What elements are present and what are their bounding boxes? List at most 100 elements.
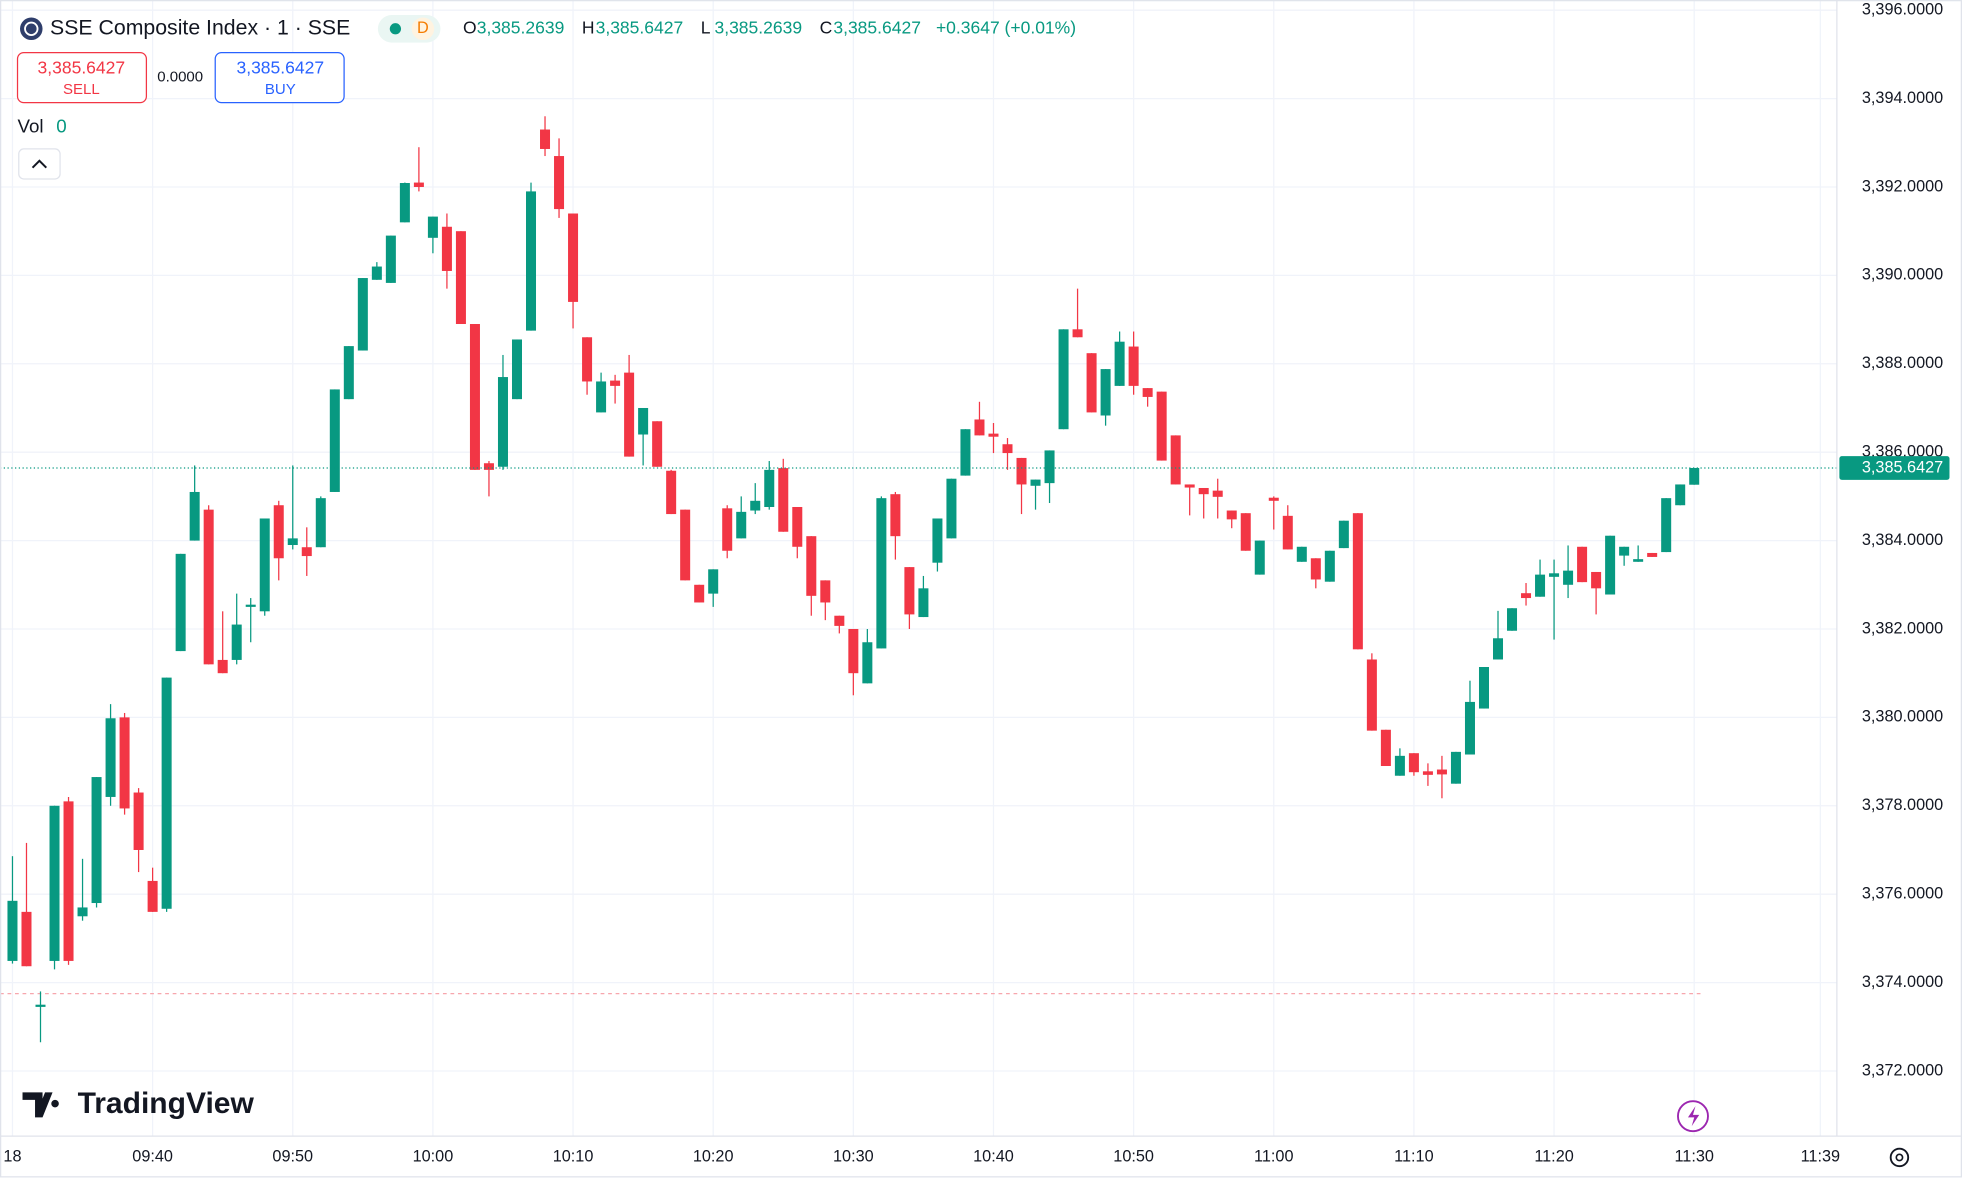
buy-button[interactable]	[214, 51, 345, 104]
candle-body	[792, 506, 803, 547]
x-tick-label: 10:00	[413, 1148, 454, 1166]
candle-body	[1212, 490, 1223, 497]
candle-body	[820, 580, 831, 603]
ohlc-value: 3,385.6427	[833, 17, 921, 37]
candle-body	[301, 547, 312, 557]
candle-body	[1072, 329, 1083, 338]
candle-body	[708, 569, 719, 594]
y-tick-label: 3,396.0000	[1862, 0, 1943, 18]
candle-body	[273, 505, 284, 559]
last-price-box	[1839, 456, 1950, 480]
candle-body	[1492, 638, 1504, 660]
candle-body	[1016, 457, 1027, 485]
candle-body	[497, 377, 508, 467]
candle-body	[49, 805, 60, 961]
brand-name: TradingView	[78, 1087, 255, 1120]
candle-body	[1296, 546, 1307, 562]
last-price-label: 3,385.6427	[1862, 458, 1943, 476]
market-status-dot	[389, 23, 402, 35]
candle-body	[974, 419, 985, 436]
x-tick-label: 18	[3, 1148, 21, 1166]
x-tick-label: 11:20	[1534, 1148, 1573, 1166]
y-tick-label: 3,376.0000	[1862, 884, 1943, 902]
candle-body	[1521, 593, 1532, 599]
candle-body	[652, 421, 663, 467]
y-tick-label: 3,372.0000	[1862, 1061, 1943, 1079]
x-tick-label: 10:50	[1113, 1148, 1154, 1166]
x-tick-label: 11:30	[1674, 1148, 1713, 1166]
candle-body	[1366, 659, 1377, 731]
spread: 0.0000	[157, 69, 203, 86]
candle-body	[133, 792, 144, 850]
candle-body	[554, 156, 565, 210]
sell-button[interactable]	[16, 51, 148, 104]
y-tick-label: 3,382.0000	[1862, 619, 1943, 637]
candle-body	[834, 615, 845, 626]
candle-body	[1114, 341, 1125, 386]
x-tick-label: 10:20	[693, 1148, 734, 1166]
x-tick-label: 11:39	[1801, 1148, 1840, 1166]
candle-body	[21, 911, 32, 967]
x-tick-label: 09:50	[272, 1148, 313, 1166]
candle-body	[624, 372, 635, 457]
candle-body	[918, 588, 929, 618]
y-tick-label: 3,378.0000	[1862, 796, 1943, 814]
candle-body	[329, 389, 340, 492]
candle-body	[1240, 513, 1251, 551]
ohlc-key: O	[463, 17, 477, 37]
candle-body	[1170, 435, 1181, 485]
candle-body	[890, 494, 901, 537]
candle-body	[1058, 329, 1069, 430]
candle-body	[1268, 497, 1279, 501]
brand-logo	[22, 1092, 59, 1118]
x-tick-label: 11:00	[1254, 1148, 1293, 1166]
ohlc-legend: O 3,385.2639 H 3,385.6427 L 3,385.2639 C 3,385.…	[463, 17, 1076, 37]
candle-body	[441, 226, 452, 271]
candle-body	[245, 604, 256, 607]
candle-body	[694, 584, 705, 603]
y-tick-label: 3,374.0000	[1862, 973, 1943, 991]
y-tick-label: 3,384.0000	[1862, 531, 1943, 549]
candle-body	[904, 567, 915, 615]
buy-price: 3,385.6427	[236, 57, 324, 77]
candle-body	[1633, 559, 1644, 562]
candle-body	[413, 182, 424, 187]
ohlc-key: L	[701, 17, 711, 37]
candle-body	[371, 266, 382, 280]
collapse-button[interactable]	[18, 148, 61, 180]
collapse-icon	[31, 159, 48, 169]
candle-body	[357, 278, 368, 351]
candle-body	[1394, 755, 1405, 776]
candle-body	[1478, 666, 1489, 709]
settings-button[interactable]	[1889, 1147, 1910, 1168]
candle-body	[1254, 540, 1265, 575]
x-tick-label: 09:40	[132, 1148, 173, 1166]
candle-body	[610, 380, 621, 386]
candle-body	[750, 500, 761, 511]
volume-label: Vol	[18, 116, 44, 137]
candle-body	[876, 498, 887, 649]
axes: 3,372.0000 3,374.0000 3,376.0000 3,378.0000…	[3, 0, 1950, 1166]
candle-body	[778, 468, 789, 532]
candle-body	[680, 509, 691, 581]
replay-icon	[1687, 1106, 1700, 1127]
candle-body	[315, 498, 326, 548]
change: +0.3647 (+0.01%)	[936, 17, 1076, 37]
candle-body	[1338, 520, 1349, 549]
candle-body	[1464, 701, 1475, 755]
candle-body	[1142, 388, 1153, 397]
badge-bg	[411, 17, 435, 41]
x-tick-label: 11:10	[1394, 1148, 1433, 1166]
candle-body	[1282, 515, 1293, 550]
x-tick-label: 10:10	[553, 1148, 594, 1166]
candle-body	[189, 491, 200, 541]
candle-body	[1156, 391, 1167, 461]
badge: D	[417, 19, 429, 37]
candle-body	[217, 659, 228, 674]
symbol-title[interactable]: SSE Composite Index · 1 · SSE	[50, 15, 350, 39]
candle-body	[231, 624, 242, 660]
candle-body	[1422, 771, 1433, 775]
ohlc-key: C	[820, 17, 833, 37]
